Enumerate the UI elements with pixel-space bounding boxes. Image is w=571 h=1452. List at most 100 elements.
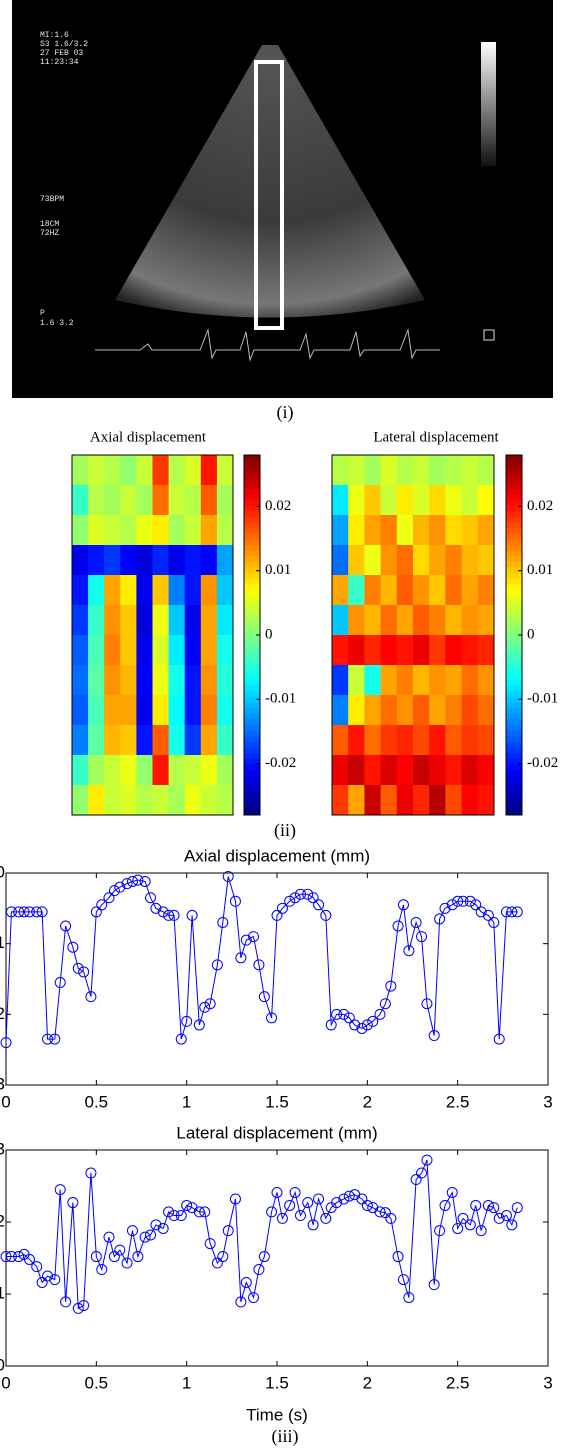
- colorbar-step: [506, 753, 522, 760]
- data-point: [157, 1222, 169, 1234]
- heatmap-cell: [88, 485, 105, 516]
- heatmap-cell: [332, 725, 349, 756]
- data-point: [439, 1199, 451, 1211]
- colorbar-step: [506, 786, 522, 793]
- colorbar-step: [244, 775, 260, 782]
- colorbar-step: [244, 539, 260, 546]
- heatmap-cell: [445, 665, 463, 696]
- colorbar-step: [506, 770, 522, 777]
- heatmap-cell: [445, 755, 463, 786]
- heatmap-cell: [445, 575, 463, 606]
- heatmap-cell: [477, 635, 495, 666]
- colorbar-step: [244, 511, 260, 518]
- chart-title: Axial displacement: [90, 429, 207, 445]
- data-point: [500, 1210, 512, 1222]
- data-point: [392, 920, 404, 932]
- heatmap-cell: [120, 755, 137, 786]
- heatmap-cell: [477, 725, 495, 756]
- heatmap-cell: [429, 515, 446, 546]
- data-point: [168, 1210, 180, 1222]
- heatmap-cell: [348, 515, 365, 546]
- data-point: [211, 1257, 223, 1269]
- data-point: [452, 1222, 464, 1234]
- heatmap-cell: [120, 575, 137, 606]
- data-point: [452, 895, 464, 907]
- colorbar-step: [506, 618, 522, 625]
- data-point: [121, 1257, 133, 1269]
- heatmap-cell: [216, 575, 234, 606]
- colorbar-step: [506, 477, 522, 484]
- colorbar-step: [244, 741, 260, 748]
- heatmap-cell: [120, 635, 137, 666]
- colorbar-step: [506, 612, 522, 619]
- data-point: [72, 1302, 84, 1314]
- data-point: [266, 1012, 278, 1024]
- data-point: [457, 1212, 469, 1224]
- data-point: [0, 1037, 12, 1049]
- heatmap-cell: [461, 515, 479, 546]
- data-point: [320, 909, 332, 921]
- heatmap-cell: [445, 455, 463, 486]
- data-point: [493, 1212, 505, 1224]
- data-point: [248, 1292, 260, 1304]
- data-point: [150, 1219, 162, 1231]
- data-point: [493, 1033, 505, 1045]
- data-point: [108, 885, 120, 897]
- heatmap-cell: [72, 605, 89, 636]
- data-point: [96, 1264, 108, 1276]
- heatmap-cell: [136, 755, 153, 786]
- heatmap-cell: [380, 695, 398, 726]
- x-tick-label: 0.5: [85, 1092, 109, 1111]
- heatmap-cell: [477, 605, 495, 636]
- data-point: [266, 1206, 278, 1218]
- heatmap-cell: [413, 605, 430, 636]
- heatmap-cell: [216, 725, 234, 756]
- plot-frame: [71, 454, 234, 816]
- heatmap-cell: [348, 455, 365, 486]
- data-point: [0, 1251, 12, 1263]
- heatmap-cell: [396, 725, 414, 756]
- colorbar-step: [244, 573, 260, 580]
- colorbar-step: [506, 561, 522, 568]
- heatmap-cell: [461, 455, 479, 486]
- data-point: [78, 1300, 90, 1312]
- data-point: [421, 998, 433, 1010]
- data-point: [181, 1015, 193, 1027]
- heatmap-cell: [413, 455, 430, 486]
- colorbar-step: [506, 505, 522, 512]
- data-point: [403, 945, 415, 957]
- heatmap-cell: [413, 635, 430, 666]
- colorbar-step: [506, 713, 522, 720]
- data-point: [374, 1008, 386, 1020]
- data-point: [276, 1212, 288, 1224]
- x-tick-label: 1: [182, 1092, 191, 1111]
- heatmap-cell: [152, 695, 170, 726]
- data-point: [67, 1197, 79, 1209]
- heatmap-cell: [396, 575, 414, 606]
- colorbar-step: [244, 809, 260, 816]
- heatmap-cell: [348, 695, 365, 726]
- image-label: 18CM: [40, 220, 59, 229]
- data-point: [217, 916, 229, 928]
- data-point: [338, 1193, 350, 1205]
- data-point: [506, 1219, 518, 1231]
- colorbar-step: [244, 494, 260, 501]
- data-point: [258, 1251, 270, 1263]
- heatmap-cell: [445, 515, 463, 546]
- colorbar-step: [244, 674, 260, 681]
- data-point: [60, 1296, 72, 1308]
- heatmap-cell: [104, 485, 121, 516]
- data-point: [222, 871, 234, 883]
- data-point: [403, 1292, 415, 1304]
- colorbar-step: [244, 612, 260, 619]
- data-point: [85, 1167, 97, 1179]
- data-point: [240, 1276, 252, 1288]
- colorbar-step: [506, 500, 522, 507]
- colorbar-step: [506, 539, 522, 546]
- heatmap-cell: [168, 515, 186, 546]
- colorbar-step: [506, 651, 522, 658]
- colorbar-step: [506, 511, 522, 518]
- data-point: [186, 909, 198, 921]
- heatmap-cell: [72, 485, 89, 516]
- heatmap-cell: [120, 545, 137, 576]
